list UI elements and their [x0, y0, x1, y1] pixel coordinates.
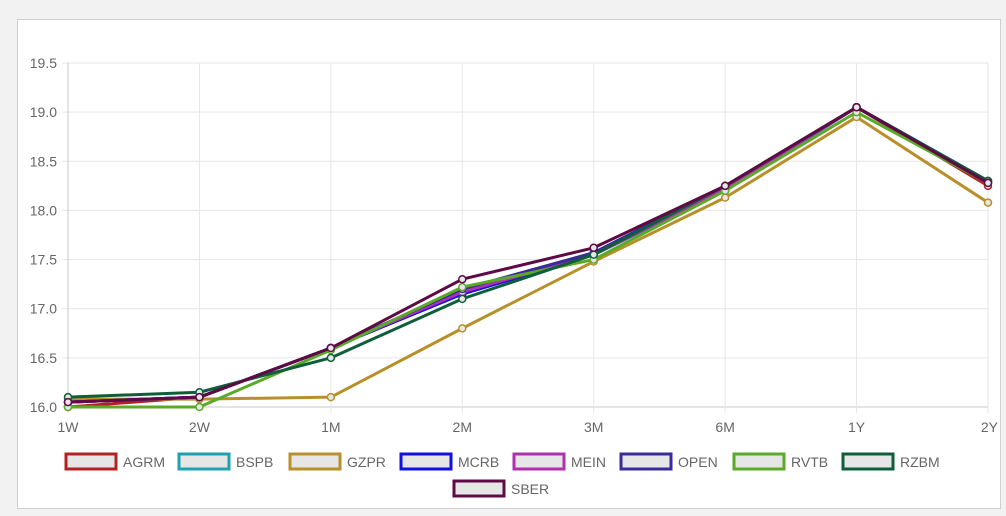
data-point-sber — [589, 243, 598, 253]
legend-label-mein: MEIN — [571, 454, 606, 470]
x-tick-label: 3M — [584, 419, 603, 435]
y-tick-label: 19.5 — [30, 55, 57, 71]
data-point-rzbm — [326, 353, 336, 363]
x-tick-label: 2Y — [981, 419, 999, 435]
y-tick-label: 18.0 — [30, 202, 57, 218]
legend-label-mcrb: MCRB — [458, 454, 499, 470]
x-tick-label: 1M — [321, 419, 340, 435]
data-point-sber — [983, 178, 993, 188]
series-line-sber — [67, 105, 989, 404]
x-tick-label: 2W — [189, 419, 211, 435]
series-line-gzpr — [68, 115, 989, 401]
y-axis: 16.0 16.5 17.0 17.5 18.0 18.5 19.0 19.5 — [30, 55, 57, 415]
legend-swatch-rzbm — [841, 452, 895, 471]
y-tick-label: 18.5 — [30, 153, 57, 169]
legend-label-agrm: AGRM — [123, 454, 165, 470]
data-point-rzbm — [458, 294, 467, 304]
legend-label-bspb: BSPB — [236, 454, 273, 470]
y-tick-label: 17.0 — [30, 301, 57, 317]
legend-swatch-agrm — [64, 452, 118, 471]
y-tick-label: 19.0 — [30, 104, 57, 120]
legend-swatch-open — [619, 452, 673, 471]
x-tick-label: 6M — [715, 419, 734, 435]
data-point-gzpr — [983, 198, 993, 207]
legend-swatch-mein — [512, 452, 566, 471]
data-point-sber — [195, 392, 204, 402]
legend-swatch-mcrb — [399, 452, 453, 471]
legend-label-open: OPEN — [678, 454, 718, 470]
data-point-rvtb — [195, 402, 204, 412]
legend-swatch-gzpr — [288, 452, 342, 471]
series-line-rzbm — [67, 105, 989, 399]
x-axis: 1W 2W 1M 2M 3M 6M 1Y 2Y — [58, 419, 999, 435]
data-point-sber — [458, 274, 467, 284]
y-tick-label: 16.5 — [30, 350, 57, 366]
legend-swatch-bspb — [177, 452, 231, 471]
legend-swatch-sber — [452, 479, 506, 498]
y-tick-label: 17.5 — [30, 252, 57, 268]
legend-label-rvtb: RVTB — [791, 454, 828, 470]
grid-lines — [62, 62, 989, 413]
data-point-gzpr — [326, 392, 336, 402]
y-tick-label: 16.0 — [30, 399, 57, 415]
data-point-sber — [720, 181, 730, 191]
chart-panel — [17, 19, 1001, 509]
data-point-sber — [326, 343, 336, 353]
legend-label-gzpr: GZPR — [347, 454, 386, 470]
data-point-sber — [63, 397, 73, 407]
series-lines — [63, 102, 993, 412]
data-point-rvtb — [458, 282, 467, 292]
series-line-agrm — [67, 105, 989, 409]
legend: AGRM BSPB GZPR MCRB MEIN OPEN RVTB RZBM SBER — [64, 452, 940, 498]
x-tick-label: 1Y — [848, 419, 866, 435]
data-point-gzpr — [720, 193, 730, 202]
series-line-rvtb — [68, 110, 989, 409]
data-point-sber — [852, 102, 861, 112]
legend-label-sber: SBER — [511, 481, 549, 497]
legend-label-rzbm: RZBM — [900, 454, 940, 470]
legend-swatch-rvtb — [732, 452, 786, 471]
x-tick-label: 2M — [453, 419, 472, 435]
x-tick-label: 1W — [58, 419, 80, 435]
data-point-rzbm — [589, 250, 598, 259]
data-point-gzpr — [458, 324, 467, 333]
